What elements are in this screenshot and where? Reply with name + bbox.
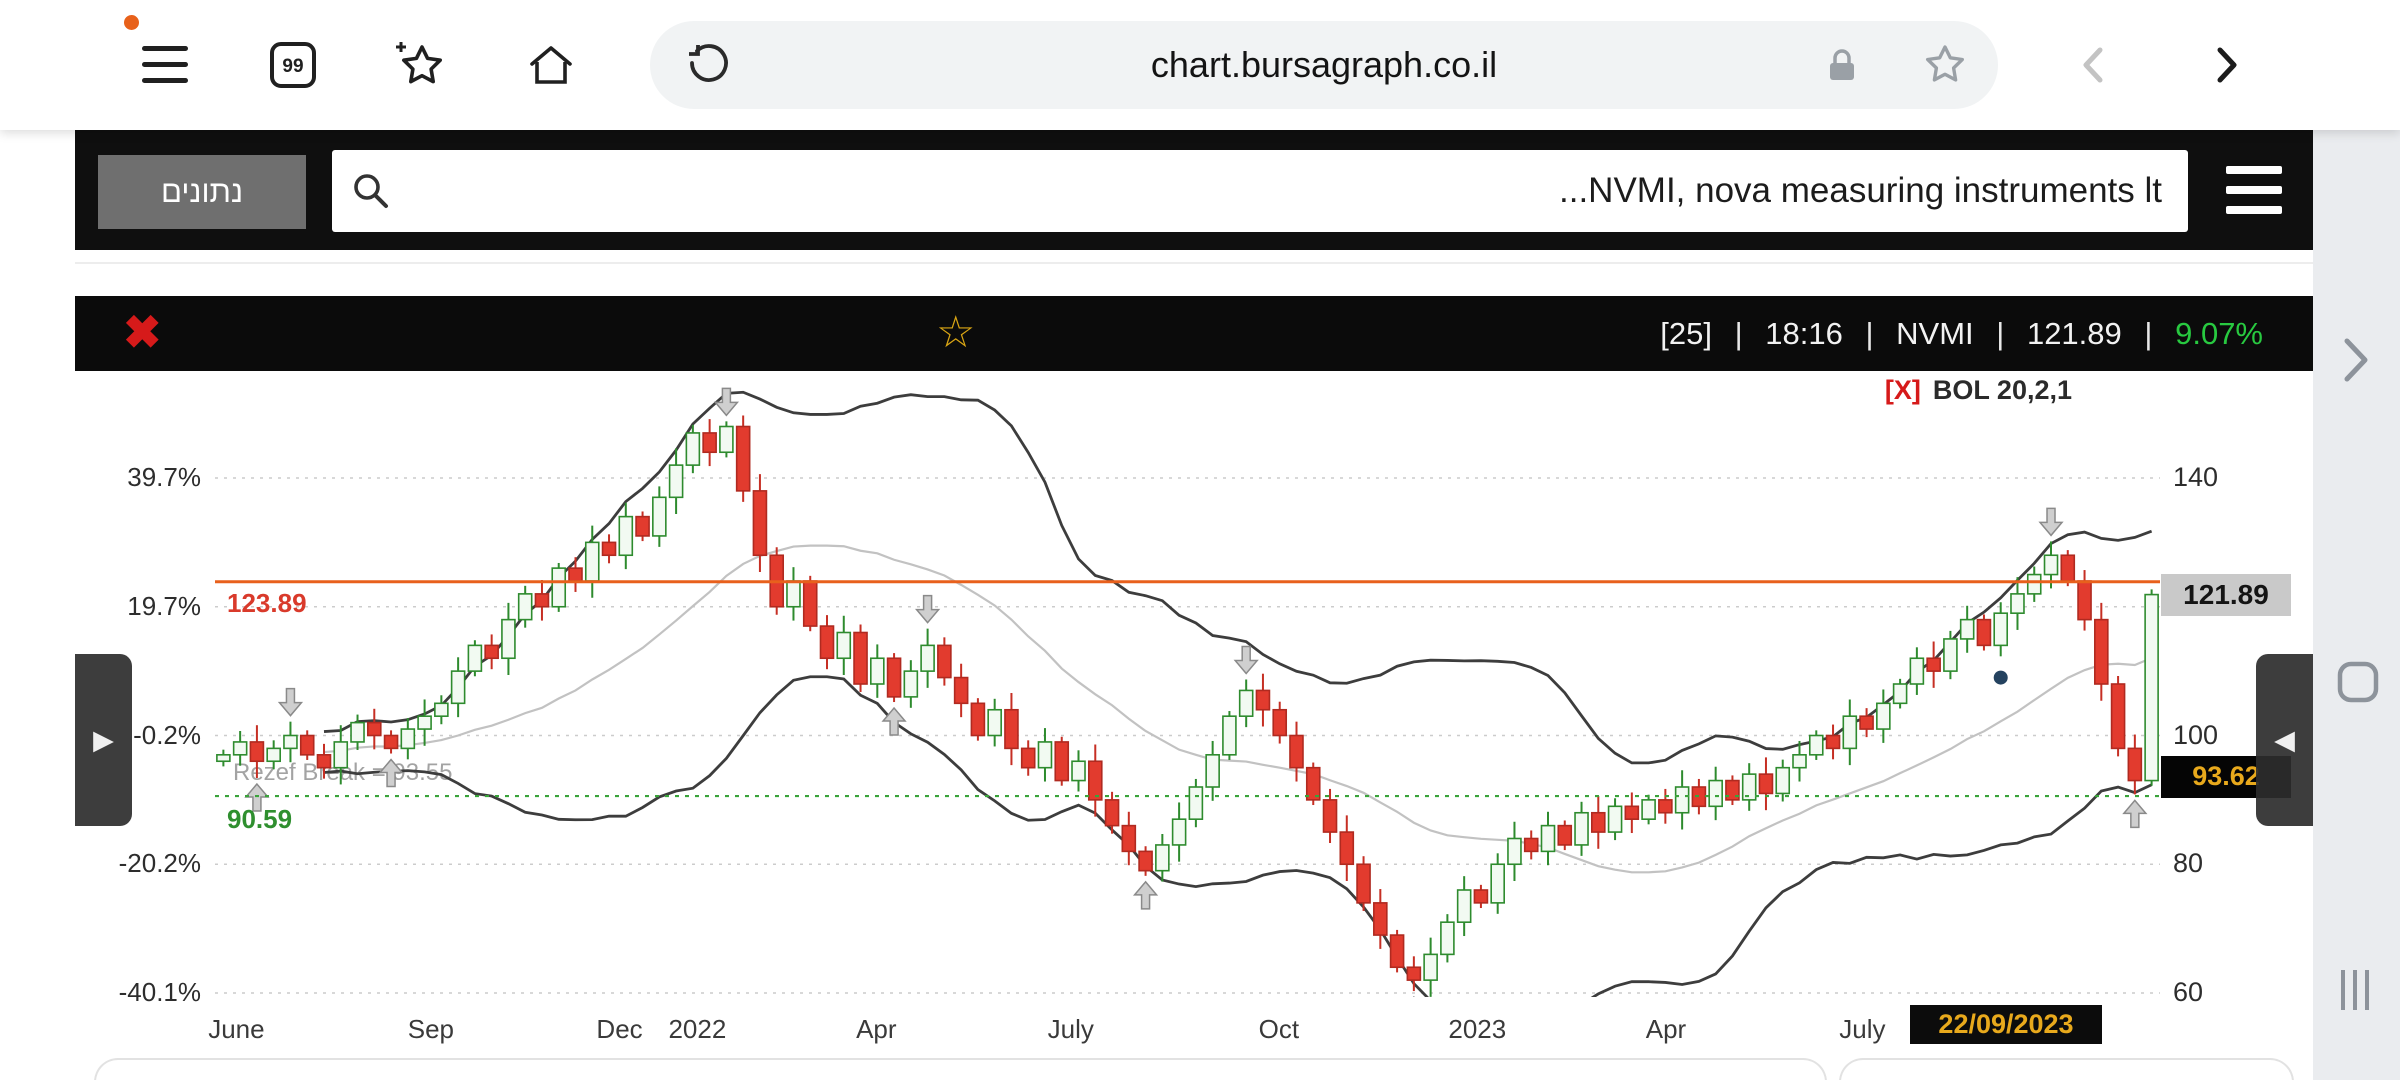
divider — [75, 262, 2313, 264]
tabs-button[interactable]: 99 — [266, 40, 320, 93]
recents-bars-icon — [2341, 970, 2369, 1010]
ticker-symbol: NVMI — [1896, 316, 1974, 351]
reload-icon — [689, 44, 728, 82]
price-chart[interactable]: Rezef Break = 93.55 [X] BOL 20,2,1 123.89… — [75, 371, 2313, 1044]
y-axis-price-label: 80 — [2173, 848, 2204, 879]
favorite-page-button[interactable] — [1922, 42, 1968, 91]
data-button[interactable]: נתונים — [98, 155, 306, 229]
home-button[interactable] — [524, 40, 578, 93]
search-input[interactable] — [332, 150, 2188, 232]
ticker-price: 121.89 — [2026, 316, 2122, 351]
home-square-icon — [2337, 661, 2379, 703]
indicator-remove-button[interactable]: [X] — [1884, 375, 1921, 405]
close-chart-button[interactable]: ✖ — [117, 304, 168, 360]
site-header: נתונים — [75, 130, 2313, 250]
ticker-bar: ✖ ☆ [25] | 18:16 | NVMI | 121.89 | 9.07% — [75, 296, 2313, 371]
x-axis-label: June — [208, 1014, 265, 1044]
bookmarks-star-icon — [396, 42, 442, 84]
ticker-info: [25] | 18:16 | NVMI | 121.89 | 9.07% — [1660, 296, 2263, 371]
last-price-badge: 121.89 — [2161, 573, 2291, 616]
separator: | — [1865, 316, 1874, 351]
side-nav-recents-button[interactable] — [2339, 968, 2371, 1015]
ticker-change-percent: 9.07% — [2175, 316, 2263, 351]
y-axis-percent-label: -20.2% — [118, 848, 201, 879]
scroll-right-button[interactable]: ◀ — [2256, 654, 2313, 826]
scroll-left-button[interactable]: ▶ — [75, 654, 132, 826]
x-axis-label: 2023 — [1448, 1014, 1507, 1044]
camera-indicator-dot — [124, 15, 139, 30]
x-axis-label: Oct — [1258, 1014, 1300, 1044]
back-chevron-icon — [2083, 47, 2103, 83]
x-axis-label: Dec — [596, 1014, 643, 1044]
ticker-time: 18:16 — [1765, 316, 1843, 351]
y-axis-price-label: 60 — [2173, 977, 2204, 1007]
bottom-card-right[interactable] — [1839, 1058, 2294, 1080]
hamburger-icon — [2226, 166, 2282, 214]
home-icon — [530, 46, 572, 84]
y-axis-percent-label: -0.2% — [133, 719, 201, 750]
tabs-icon: 99 — [270, 42, 316, 88]
forward-chevron-icon — [2217, 47, 2237, 83]
side-nav-home-button[interactable] — [2337, 661, 2379, 706]
url-text: chart.bursagraph.co.il — [1150, 44, 1498, 85]
candlestick-plot[interactable] — [75, 371, 2313, 1044]
x-axis-label: July — [1047, 1014, 1094, 1044]
browser-menu-button[interactable] — [138, 43, 192, 90]
side-nav-chevron-button[interactable] — [2339, 335, 2375, 388]
hamburger-icon — [142, 46, 188, 83]
x-axis-label: Apr — [1645, 1014, 1687, 1044]
search-box — [332, 150, 2188, 232]
x-axis-label: July — [1839, 1014, 1886, 1044]
y-axis-percent-label: 39.7% — [127, 462, 201, 492]
support-level-label: 90.59 — [227, 804, 293, 835]
resistance-level-label: 123.89 — [227, 587, 307, 618]
header-gap — [75, 250, 2313, 296]
y-axis-price-label: 100 — [2173, 719, 2219, 750]
lock-icon[interactable] — [1824, 46, 1860, 91]
back-button[interactable] — [2070, 40, 2120, 93]
indicator-label: [X] BOL 20,2,1 — [1885, 375, 2072, 406]
x-axis-label: Sep — [407, 1014, 455, 1044]
ticker-window-index: [25] — [1660, 316, 1712, 351]
x-axis-label: Apr — [856, 1014, 897, 1044]
site-menu-button[interactable] — [2222, 162, 2286, 221]
separator: | — [2144, 316, 2153, 351]
y-axis-price-label: 140 — [2173, 462, 2219, 492]
separator: | — [1734, 316, 1743, 351]
bookmarks-button[interactable] — [392, 38, 448, 95]
tab-count: 99 — [282, 56, 303, 77]
reload-button[interactable] — [685, 43, 729, 90]
system-nav-strip — [2313, 130, 2400, 1080]
indicator-name: BOL 20,2,1 — [1932, 375, 2072, 405]
forward-button[interactable] — [2200, 40, 2250, 93]
y-axis-percent-label: 19.7% — [127, 590, 201, 621]
chevron-right-icon — [2344, 338, 2368, 382]
separator: | — [1996, 316, 2005, 351]
watchlist-star-button[interactable]: ☆ — [930, 306, 981, 359]
cursor-date-badge: 22/09/2023 — [1910, 1005, 2102, 1044]
address-bar[interactable]: chart.bursagraph.co.il — [650, 21, 1998, 109]
bottom-card-left[interactable] — [94, 1058, 1827, 1080]
y-axis-percent-label: -40.1% — [118, 977, 201, 1007]
favorite-star-icon — [1926, 45, 1964, 82]
browser-chrome: 99 chart.bursagraph.co.il — [0, 0, 2400, 130]
x-axis-label: 2022 — [668, 1014, 727, 1044]
